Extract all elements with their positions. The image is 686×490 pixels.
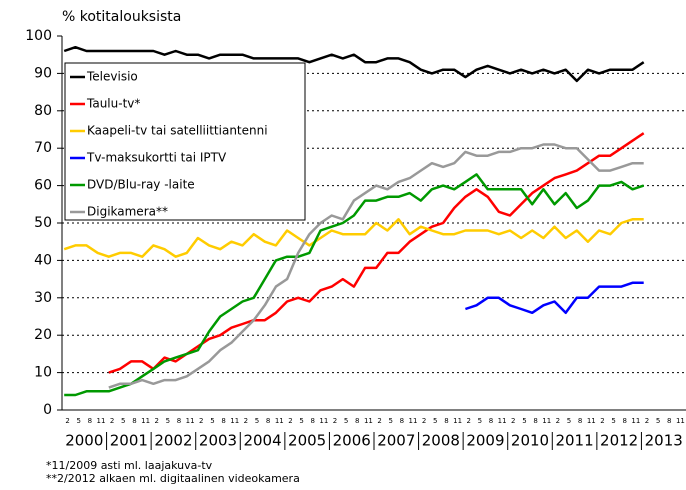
x-tick-label: 5 bbox=[433, 417, 437, 425]
series-line bbox=[108, 132, 645, 374]
legend-label: Tv-maksukortti tai IPTV bbox=[86, 151, 227, 165]
series-line bbox=[63, 45, 645, 83]
x-tick-label: 5 bbox=[76, 417, 80, 425]
legend-label: Digikamera** bbox=[87, 205, 168, 219]
legend-box bbox=[64, 62, 306, 221]
series-line bbox=[465, 281, 644, 315]
legend-label: DVD/Blu-ray -laite bbox=[87, 178, 195, 192]
x-tick-label: 2 bbox=[645, 417, 649, 425]
x-tick-label: 5 bbox=[656, 417, 660, 425]
x-tick-label: 2 bbox=[556, 417, 560, 425]
y-tick-label: 30 bbox=[34, 290, 52, 306]
x-tick-label: 5 bbox=[344, 417, 348, 425]
year-label: 2007 bbox=[377, 432, 415, 450]
year-label: 2010 bbox=[511, 432, 549, 450]
x-tick-label: 8 bbox=[667, 417, 671, 425]
y-tick-label: 90 bbox=[34, 65, 52, 81]
x-tick-label: 8 bbox=[489, 417, 493, 425]
x-tick-label: 11 bbox=[453, 417, 462, 425]
x-tick-label: 11 bbox=[409, 417, 418, 425]
x-tick-label: 8 bbox=[622, 417, 626, 425]
x-tick-label: 5 bbox=[255, 417, 259, 425]
x-tick-label: 2 bbox=[333, 417, 337, 425]
year-label: 2003 bbox=[199, 432, 237, 450]
x-tick-label: 2 bbox=[600, 417, 604, 425]
y-tick-label: 80 bbox=[34, 103, 52, 119]
footnote: *11/2009 asti ml. laajakuva-tv bbox=[46, 459, 213, 472]
x-tick-label: 11 bbox=[275, 417, 284, 425]
series-line bbox=[64, 173, 645, 397]
x-tick-label: 5 bbox=[210, 417, 214, 425]
x-tick-label: 11 bbox=[319, 417, 328, 425]
y-tick-label: 0 bbox=[43, 402, 52, 418]
x-tick-label: 11 bbox=[631, 417, 640, 425]
x-tick-label: 5 bbox=[522, 417, 526, 425]
x-tick-label: 2 bbox=[422, 417, 426, 425]
footnote: **2/2012 alkaen ml. digitaalinen videoka… bbox=[46, 472, 300, 485]
x-tick-label: 8 bbox=[578, 417, 582, 425]
year-label: 2000 bbox=[65, 432, 103, 450]
y-tick-label: 40 bbox=[34, 252, 52, 268]
y-tick-label: 70 bbox=[34, 140, 52, 156]
y-tick-label: 20 bbox=[34, 327, 52, 343]
y-tick-label: 100 bbox=[25, 28, 52, 44]
x-tick-label: 2 bbox=[65, 417, 69, 425]
legend-label: Kaapeli-tv tai satelliittiantenni bbox=[87, 124, 268, 138]
x-tick-label: 8 bbox=[221, 417, 225, 425]
year-label: 2013 bbox=[645, 432, 683, 450]
x-tick-label: 2 bbox=[244, 417, 248, 425]
x-tick-label: 11 bbox=[186, 417, 195, 425]
x-tick-label: 8 bbox=[177, 417, 181, 425]
x-tick-label: 5 bbox=[166, 417, 170, 425]
series-line bbox=[63, 218, 644, 258]
x-tick-label: 8 bbox=[132, 417, 136, 425]
legend-label: Televisio bbox=[86, 70, 138, 84]
x-tick-label: 5 bbox=[299, 417, 303, 425]
x-tick-label: 11 bbox=[141, 417, 150, 425]
x-tick-label: 8 bbox=[310, 417, 314, 425]
year-label: 2004 bbox=[243, 432, 281, 450]
x-tick-label: 8 bbox=[88, 417, 92, 425]
legend-label: Taulu-tv* bbox=[86, 97, 140, 111]
x-tick-label: 5 bbox=[121, 417, 125, 425]
x-tick-label: 5 bbox=[611, 417, 615, 425]
year-label: 2012 bbox=[600, 432, 638, 450]
x-tick-label: 11 bbox=[498, 417, 507, 425]
year-label: 2008 bbox=[422, 432, 460, 450]
x-tick-label: 11 bbox=[97, 417, 106, 425]
y-tick-label: 60 bbox=[34, 178, 52, 194]
x-tick-label: 11 bbox=[676, 417, 685, 425]
x-tick-label: 2 bbox=[288, 417, 292, 425]
x-tick-label: 8 bbox=[266, 417, 270, 425]
x-tick-label: 2 bbox=[110, 417, 114, 425]
y-tick-label: 50 bbox=[34, 215, 52, 231]
year-label: 2002 bbox=[154, 432, 192, 450]
x-tick-label: 11 bbox=[230, 417, 239, 425]
x-tick-label: 11 bbox=[542, 417, 551, 425]
x-tick-label: 5 bbox=[567, 417, 571, 425]
year-label: 2009 bbox=[466, 432, 504, 450]
x-tick-label: 2 bbox=[199, 417, 203, 425]
x-tick-label: 5 bbox=[388, 417, 392, 425]
x-tick-label: 2 bbox=[511, 417, 515, 425]
x-tick-label: 8 bbox=[355, 417, 359, 425]
x-tick-label: 11 bbox=[587, 417, 596, 425]
x-tick-label: 2 bbox=[466, 417, 470, 425]
x-tick-label: 2 bbox=[377, 417, 381, 425]
x-tick-label: 2 bbox=[154, 417, 158, 425]
x-tick-label: 8 bbox=[533, 417, 537, 425]
x-tick-label: 5 bbox=[478, 417, 482, 425]
year-label: 2011 bbox=[555, 432, 593, 450]
year-label: 2005 bbox=[288, 432, 326, 450]
x-tick-label: 11 bbox=[364, 417, 373, 425]
x-tick-label: 8 bbox=[444, 417, 448, 425]
series-line bbox=[108, 143, 644, 389]
y-axis-label: % kotitalouksista bbox=[62, 9, 181, 25]
y-tick-label: 10 bbox=[34, 365, 52, 381]
year-label: 2006 bbox=[333, 432, 371, 450]
year-label: 2001 bbox=[110, 432, 148, 450]
x-tick-label: 8 bbox=[400, 417, 404, 425]
